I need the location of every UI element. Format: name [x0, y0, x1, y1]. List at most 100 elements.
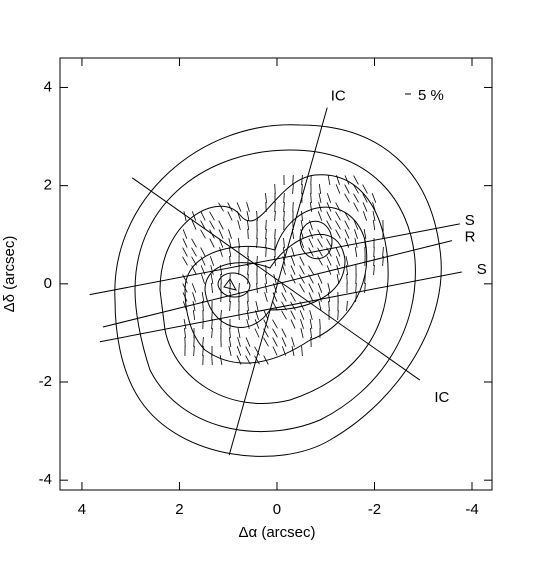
polarization-vector: [183, 319, 187, 329]
polarization-vector: [227, 211, 233, 221]
polarization-vector: [300, 319, 304, 329]
polarization-vector: [247, 273, 249, 285]
polarization-vector: [335, 220, 341, 230]
polarization-vector: [201, 291, 205, 303]
polarization-vector: [228, 229, 232, 239]
annotation-line: [131, 177, 421, 381]
polarization-vector: [326, 211, 332, 221]
polarization-vector: [228, 346, 232, 356]
line-label: S: [465, 212, 475, 229]
polarization-vector: [229, 327, 231, 339]
polarization-vector: [310, 327, 312, 339]
polarization-vector: [309, 201, 313, 213]
polarization-vector: [183, 211, 187, 221]
scale-label: 5 %: [418, 87, 444, 104]
polarization-vector: [210, 265, 214, 275]
polarization-vector: [292, 201, 294, 213]
polarization-vector: [299, 310, 305, 320]
polarization-vector: [354, 229, 358, 239]
polarization-vector: [283, 210, 285, 222]
y-tick-label: -2: [39, 373, 52, 390]
polarization-vector: [265, 192, 267, 204]
polarization-vector: [273, 274, 277, 284]
polarization-vector: [336, 175, 340, 185]
polarization-vector: [308, 229, 314, 239]
contours: [114, 124, 442, 457]
polarization-vector: [247, 264, 249, 276]
contour: [184, 206, 368, 364]
polarization-vector: [290, 265, 296, 275]
polarization-vector: [344, 238, 350, 248]
polarization-vector: [317, 283, 323, 293]
polarization-vector: [336, 265, 340, 275]
polarization-vector: [308, 265, 314, 275]
polarization-vector: [362, 193, 368, 203]
polarization-vector: [290, 256, 296, 266]
polarization-vector: [326, 202, 332, 212]
polarization-vector: [211, 309, 213, 321]
polarization-vector: [299, 256, 305, 266]
polarization-vector: [247, 300, 249, 312]
polarization-vector: [326, 193, 332, 203]
polarization-vector: [191, 247, 197, 257]
polarization-vector: [292, 174, 294, 186]
polarization-vector: [371, 193, 377, 203]
polarization-vector: [272, 328, 278, 338]
polarization-vector: [326, 238, 332, 248]
polarization-vector: [346, 300, 348, 312]
polarization-vector: [238, 237, 240, 249]
polarization-vector: [281, 337, 287, 347]
contour: [159, 174, 389, 404]
polarization-vector: [300, 328, 304, 338]
polarization-vector: [265, 228, 267, 240]
annotation-line: [228, 107, 328, 456]
polarization-vector: [362, 211, 368, 221]
polarization-vector: [265, 264, 267, 276]
polarization-vector: [209, 256, 215, 266]
polarization-vector: [272, 319, 278, 329]
polarization-vector: [254, 355, 260, 365]
polarization-vector: [200, 229, 206, 239]
polarization-vector: [319, 318, 321, 330]
polarization-vector: [327, 283, 331, 293]
polarization-vector: [237, 337, 241, 347]
polarization-vector: [254, 328, 260, 338]
polarization-vector: [191, 220, 197, 230]
polarization-vector: [355, 282, 357, 294]
line-label: IC: [331, 88, 346, 105]
polarization-vector: [228, 238, 232, 248]
polarization-vector: [337, 309, 339, 321]
polarization-vector: [281, 310, 287, 320]
polarization-vector: [372, 202, 376, 212]
polarization-vector: [200, 211, 206, 221]
polarization-vector: [245, 346, 251, 356]
polarization-vector: [292, 183, 294, 195]
polarization-vector: [272, 346, 278, 356]
polarization-vector: [353, 202, 359, 212]
polarization-vector: [218, 220, 224, 230]
polarization-vector: [308, 292, 314, 302]
polarization-vector: [238, 282, 240, 294]
polarization-vector: [246, 319, 250, 329]
polarization-vector: [274, 255, 276, 267]
polarization-vector: [182, 256, 188, 266]
polarization-vector: [344, 220, 350, 230]
annotation-line: [102, 240, 453, 328]
polarization-vector: [246, 310, 250, 320]
polarization-vectors: [182, 174, 384, 366]
polarization-vector: [211, 327, 213, 339]
line-label: S: [477, 261, 487, 278]
polarization-vector: [283, 237, 285, 249]
polarization-vector: [209, 220, 215, 230]
polarization-vector: [264, 283, 268, 293]
polarization-vector: [263, 337, 269, 347]
contour: [114, 124, 442, 457]
polarization-vector: [317, 229, 323, 239]
polarization-vector: [362, 202, 368, 212]
polarization-vector: [335, 256, 341, 266]
polarization-vector: [218, 202, 224, 212]
polarization-vector: [247, 228, 249, 240]
polarization-vector: [291, 337, 295, 347]
polarization-vector: [299, 283, 305, 293]
